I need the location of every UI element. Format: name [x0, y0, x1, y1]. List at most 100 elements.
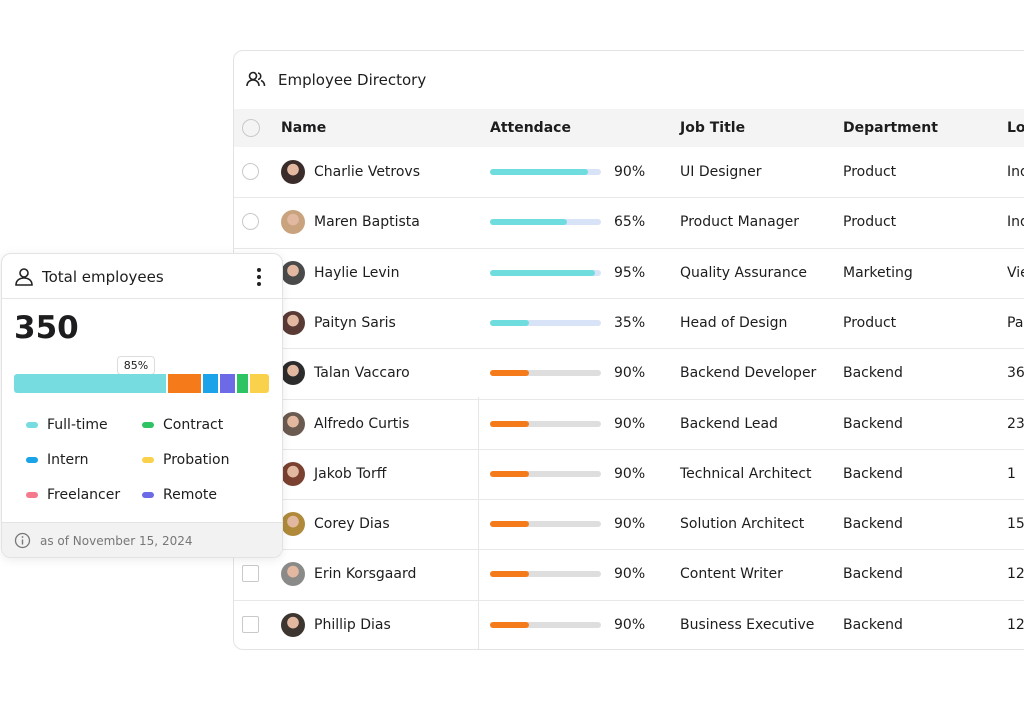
segment: [14, 374, 166, 393]
employee-name: Charlie Vetrovs: [314, 164, 421, 180]
legend-label: Freelancer: [47, 487, 121, 503]
location: 15: [1007, 516, 1024, 533]
attendance-track: [490, 470, 601, 477]
attendance-fill: [490, 370, 529, 377]
users-icon: [246, 71, 266, 87]
attendance-value: 90%: [614, 164, 646, 180]
row-divider: [234, 448, 1024, 450]
job-title: UI Designer: [680, 164, 762, 180]
divider: [2, 298, 282, 299]
row-divider: [234, 197, 1024, 199]
employee-name: Alfredo Curtis: [314, 415, 410, 432]
job-title: Head of Design: [680, 314, 788, 331]
segment: [168, 374, 201, 393]
legend-swatch: [26, 422, 38, 428]
legend-label: Full-time: [47, 417, 108, 433]
employee-name: Phillip Dias: [314, 616, 391, 633]
attendance-track: [490, 169, 601, 175]
tooltip: 85%: [117, 356, 155, 375]
column-header: Attendace: [490, 120, 571, 136]
column-header: Loc: [1007, 120, 1024, 136]
attendance-value: 90%: [614, 616, 646, 633]
job-title: Business Executive: [680, 616, 815, 633]
attendance-fill: [490, 169, 588, 175]
employee-name: Paityn Saris: [314, 314, 396, 331]
total-employees-card: Total employees 350 85% Full-time Contrac…: [1, 253, 283, 558]
column-header: Job Title: [680, 120, 746, 136]
row-divider: [234, 348, 1024, 350]
attendance-value: 90%: [614, 465, 646, 482]
attendance-fill: [490, 521, 529, 528]
employee-name: Erin Korsgaard: [314, 566, 417, 583]
location: Ind: [1007, 164, 1024, 180]
legend-swatch: [26, 492, 38, 498]
avatar: [281, 461, 305, 486]
segment: [203, 374, 218, 393]
location: 23: [1007, 415, 1024, 432]
row-select[interactable]: [242, 565, 259, 583]
department: Backend: [843, 516, 903, 533]
avatar: [281, 562, 305, 587]
job-title: Product Manager: [680, 214, 799, 231]
legend-label: Remote: [163, 487, 218, 503]
avatar: [281, 512, 305, 537]
column-divider: [478, 397, 479, 649]
location: 12: [1007, 616, 1024, 633]
attendance-track: [490, 420, 601, 427]
distribution-bar: [14, 374, 269, 393]
location: Vie: [1007, 264, 1024, 281]
attendance-track: [490, 370, 601, 377]
row-select[interactable]: [242, 163, 259, 180]
avatar: [281, 612, 305, 637]
row-divider: [234, 599, 1024, 601]
location: Pal: [1007, 314, 1024, 331]
attendance-track: [490, 219, 601, 226]
job-title: Backend Lead: [680, 415, 778, 432]
job-title: Backend Developer: [680, 365, 817, 382]
attendance-fill: [490, 470, 529, 477]
job-title: Quality Assurance: [680, 264, 808, 281]
job-title: Technical Architect: [680, 465, 812, 482]
department: Marketing: [843, 264, 913, 281]
department: Product: [843, 164, 897, 180]
attendance-track: [490, 269, 601, 276]
attendance-fill: [490, 621, 529, 628]
table-title: Employee Directory: [278, 71, 427, 89]
department: Product: [843, 214, 897, 231]
attendance-value: 90%: [614, 516, 646, 533]
avatar: [281, 210, 305, 235]
attendance-value: 35%: [614, 314, 646, 331]
employee-name: Maren Baptista: [314, 214, 420, 231]
column-header: Name: [281, 120, 327, 136]
header-row: [234, 109, 1024, 147]
attendance-value: 90%: [614, 365, 646, 382]
attendance-track: [490, 571, 601, 578]
user-icon: [15, 268, 33, 286]
location: 12: [1007, 566, 1024, 583]
legend-swatch: [26, 457, 38, 463]
attendance-value: 90%: [614, 415, 646, 432]
column-header: Department: [843, 120, 938, 136]
attendance-fill: [490, 571, 529, 578]
legend-swatch: [142, 422, 154, 428]
avatar: [281, 411, 305, 436]
location: 36: [1007, 365, 1024, 382]
select-all[interactable]: [242, 119, 260, 137]
legend-label: Contract: [163, 417, 224, 433]
employee-name: Corey Dias: [314, 516, 390, 533]
more-menu[interactable]: [254, 266, 264, 288]
department: Product: [843, 314, 897, 331]
legend-label: Probation: [163, 452, 230, 468]
department: Backend: [843, 616, 903, 633]
employee-name: Haylie Levin: [314, 264, 400, 281]
legend-swatch: [142, 492, 154, 498]
row-select[interactable]: [242, 615, 259, 633]
row-select[interactable]: [242, 213, 259, 231]
avatar: [281, 260, 305, 285]
card-title: Total employees: [42, 268, 164, 286]
location: Ind: [1007, 214, 1024, 231]
attendance-track: [490, 521, 601, 528]
department: Backend: [843, 415, 903, 432]
attendance-track: [490, 621, 601, 628]
attendance-value: 95%: [614, 264, 646, 281]
